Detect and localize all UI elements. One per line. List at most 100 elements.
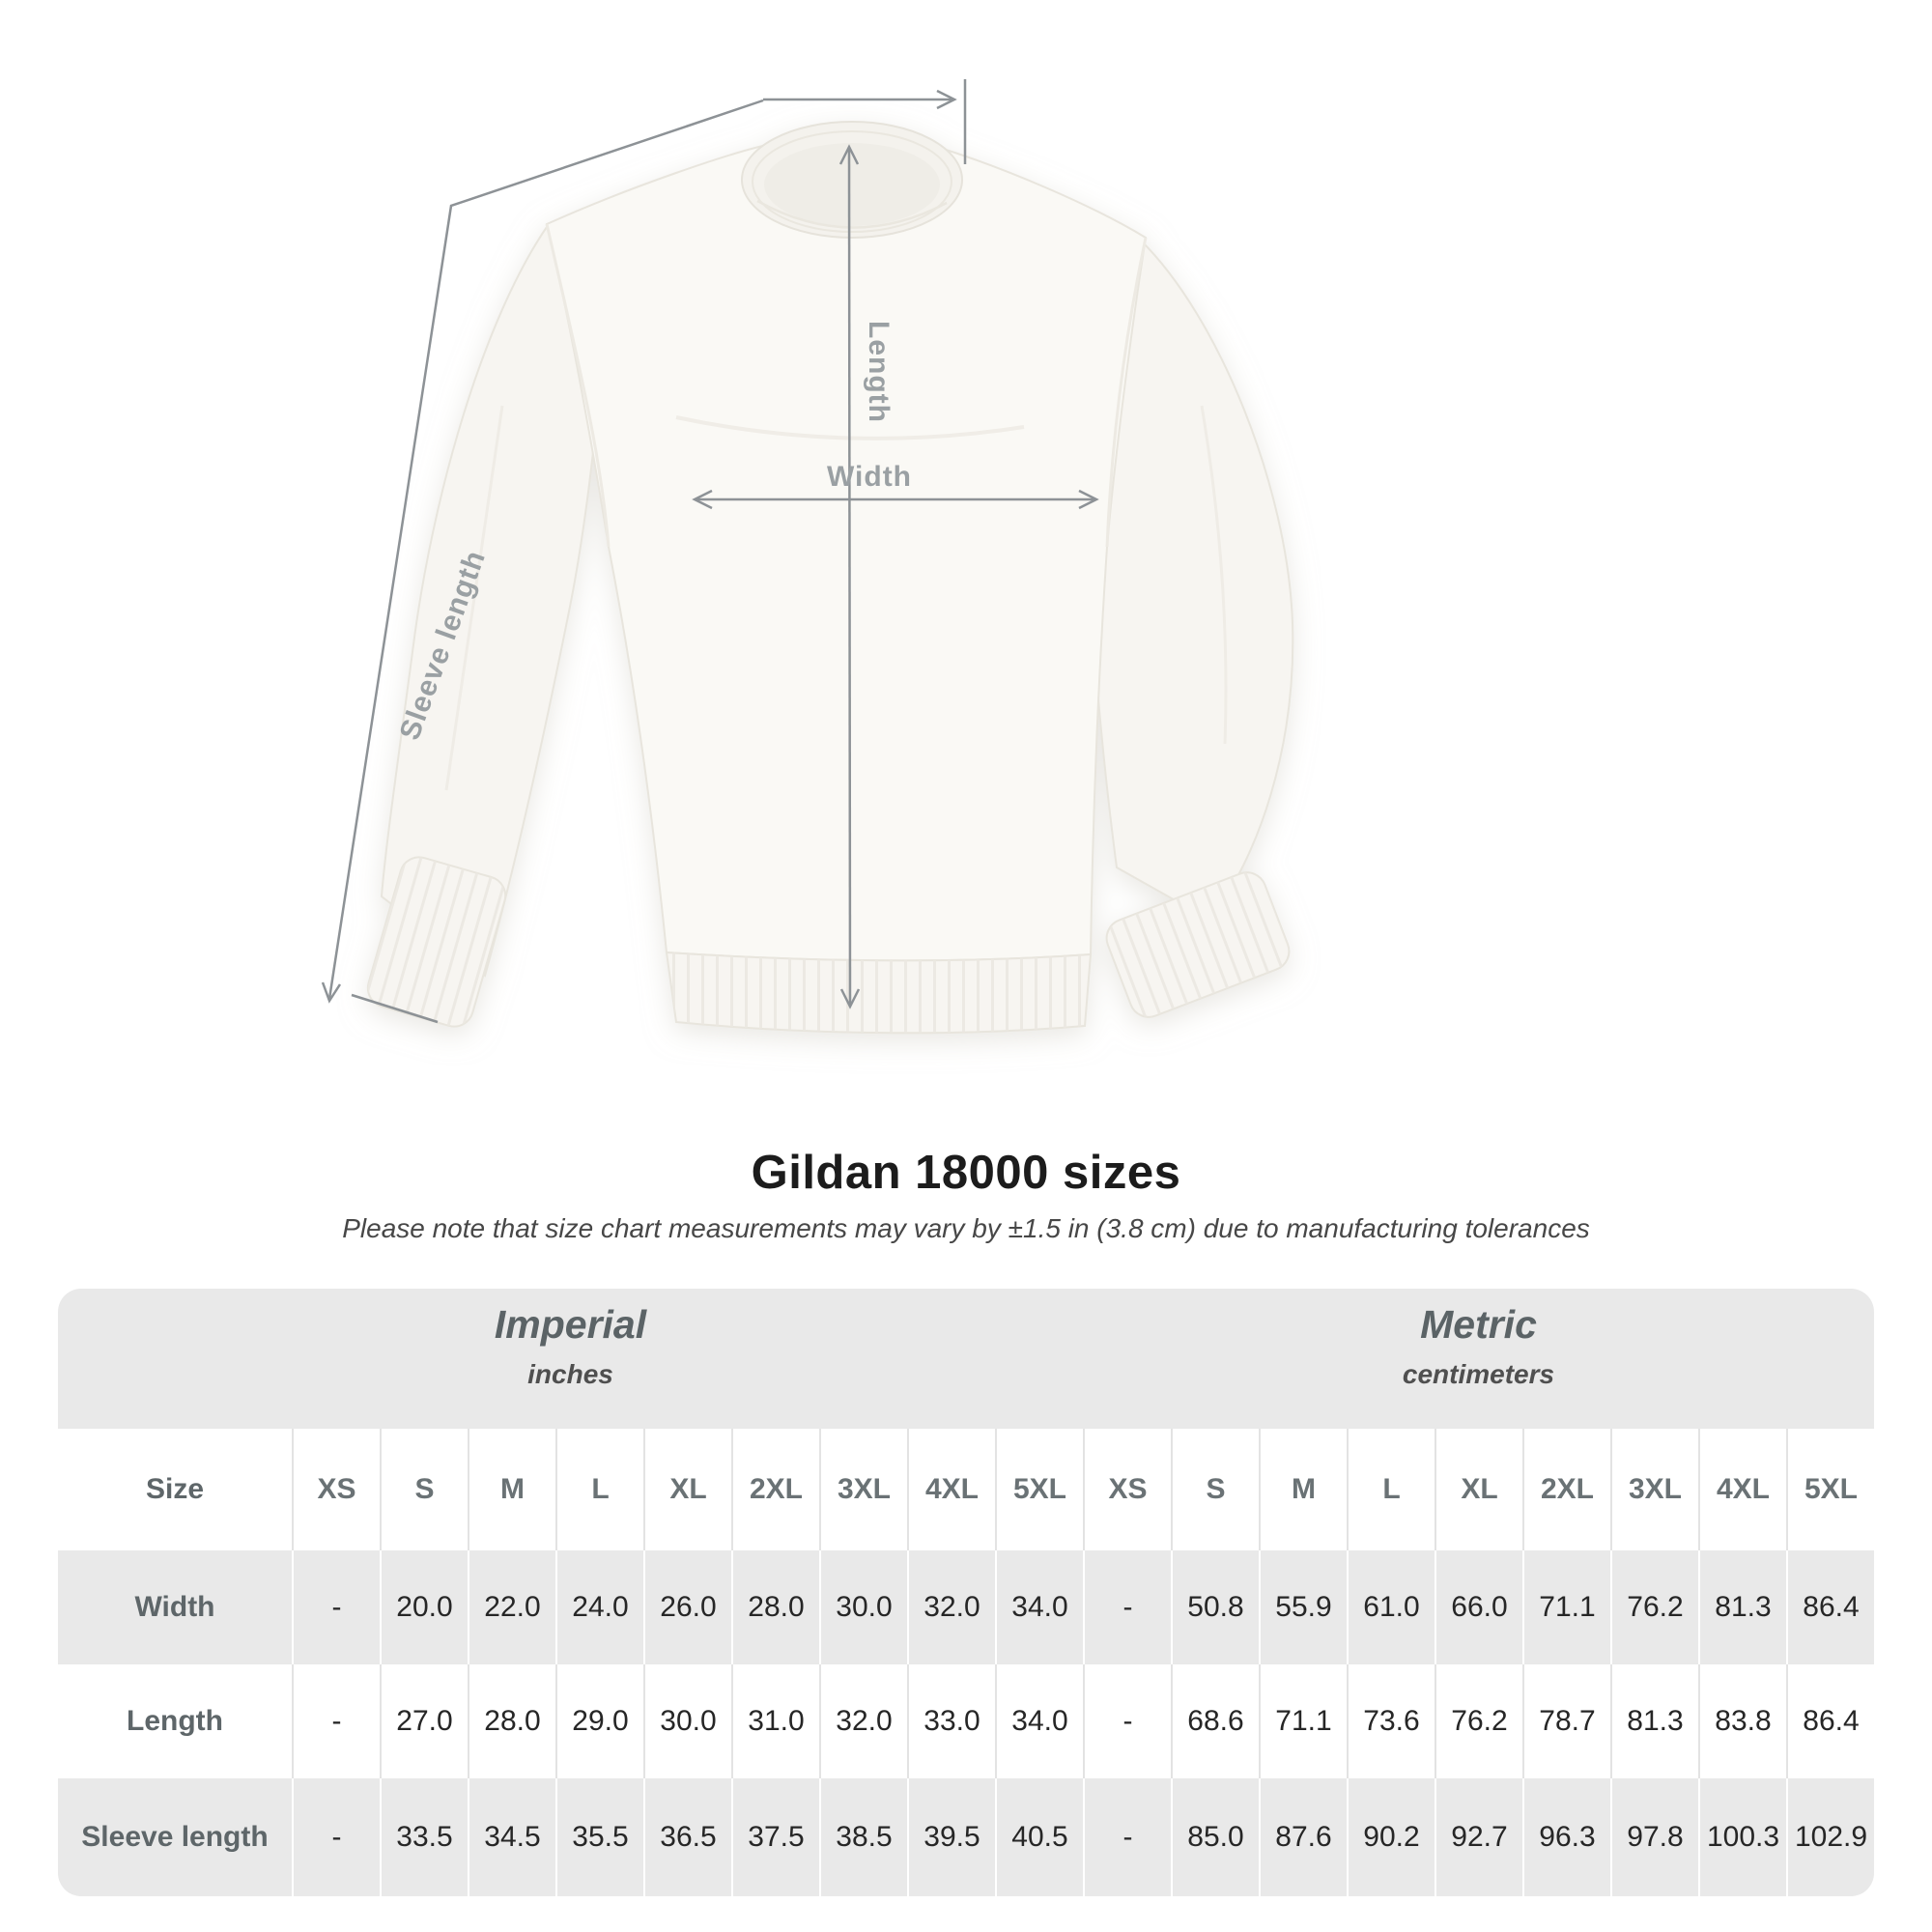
value-cell: 29.0 (555, 1664, 643, 1778)
length-line (847, 148, 852, 1006)
value-cell: 55.9 (1259, 1550, 1347, 1664)
value-cell: 50.8 (1171, 1550, 1259, 1664)
value-cell: 30.0 (643, 1664, 731, 1778)
value-cell: 97.8 (1610, 1778, 1698, 1896)
left-armhole-seam (545, 223, 611, 548)
size-col-header-imperial-2xl: 2XL (731, 1429, 819, 1550)
value-cell: 86.4 (1786, 1550, 1874, 1664)
size-col-header-imperial-5xl: 5XL (995, 1429, 1083, 1550)
width-arrow-right (1078, 489, 1099, 510)
value-cell: - (1083, 1550, 1171, 1664)
size-col-header-imperial-s: S (380, 1429, 468, 1550)
size-table-body: Width -20.0 22.0 24.0 26.0 28.0 30.0 32.0 34.0-5… (58, 1550, 1874, 1896)
value-cell: 30.0 (819, 1550, 907, 1664)
value-cell: 68.6 (1171, 1664, 1259, 1778)
value-cell: 28.0 (468, 1664, 555, 1778)
sleeve-tick (351, 993, 439, 1024)
value-cell: 76.2 (1610, 1550, 1698, 1664)
collar-seam (752, 130, 952, 233)
value-cell: 100.3 (1698, 1778, 1786, 1896)
size-col-header-metric-3xl: 3XL (1610, 1429, 1698, 1550)
tolerance-note: Please note that size chart measurements… (342, 1213, 1590, 1243)
value-cell: 37.5 (731, 1778, 819, 1896)
value-cell: 31.0 (731, 1664, 819, 1778)
size-header-row: Size XS S M L XL 2XL 3XL 4XL 5XL XS S M L XL 2XL 3XL 4XL… (58, 1429, 1874, 1550)
length-arrow-top (838, 144, 860, 165)
value-cell: 90.2 (1347, 1778, 1435, 1896)
sweatshirt-garment (366, 121, 1294, 1035)
value-cell: 40.5 (995, 1778, 1083, 1896)
value-cell: 102.9 (1786, 1778, 1874, 1896)
imperial-group-header: Imperial inches (58, 1289, 1083, 1429)
width-arrow-left (692, 489, 713, 510)
size-col-header-metric-xs: XS (1083, 1429, 1171, 1550)
right-cuff (1105, 871, 1291, 1018)
value-cell: 32.0 (907, 1550, 995, 1664)
left-sleeve-fold (444, 405, 504, 791)
size-col-header-metric-5xl: 5XL (1786, 1429, 1874, 1550)
value-cell: 81.3 (1698, 1550, 1786, 1664)
row-label: Length (58, 1664, 292, 1778)
waistband-rib (667, 952, 1091, 1034)
value-cell: 39.5 (907, 1778, 995, 1896)
top-guide-arrowhead (936, 89, 957, 110)
value-cell: 83.8 (1698, 1664, 1786, 1778)
value-cell: 73.6 (1347, 1664, 1435, 1778)
value-cell: 24.0 (555, 1550, 643, 1664)
measurement-row-width: Width -20.0 22.0 24.0 26.0 28.0 30.0 32.0 34.0-5… (58, 1550, 1874, 1664)
value-cell: 38.5 (819, 1778, 907, 1896)
value-cell: 35.5 (555, 1778, 643, 1896)
value-cell: 78.7 (1522, 1664, 1610, 1778)
sleeve-arrowhead (321, 981, 342, 1004)
imperial-group-unit: inches (527, 1359, 613, 1389)
metric-group-name: Metric (1420, 1302, 1537, 1347)
value-cell: 28.0 (731, 1550, 819, 1664)
size-col-header-metric-m: M (1259, 1429, 1347, 1550)
value-cell: 87.6 (1259, 1778, 1347, 1896)
size-col-header-metric-xl: XL (1435, 1429, 1522, 1550)
sleeve-line (327, 99, 764, 1000)
value-cell: 33.5 (380, 1778, 468, 1896)
value-cell: - (292, 1778, 380, 1896)
right-armhole-seam (1105, 237, 1148, 548)
value-cell: 66.0 (1435, 1550, 1522, 1664)
value-cell: 96.3 (1522, 1778, 1610, 1896)
width-label: Width (827, 461, 912, 493)
value-cell: - (292, 1550, 380, 1664)
value-cell: - (1083, 1778, 1171, 1896)
unit-group-row: Imperial inches Metric centimeters (58, 1289, 1874, 1429)
value-cell: 76.2 (1435, 1664, 1522, 1778)
row-label: Width (58, 1550, 292, 1664)
value-cell: 34.5 (468, 1778, 555, 1896)
value-cell: 36.5 (643, 1778, 731, 1896)
collar-inner (764, 143, 940, 226)
value-cell: 92.7 (1435, 1778, 1522, 1896)
size-chart-table-container: Imperial inches Metric centimeters Size … (58, 1289, 1874, 1896)
value-cell: - (292, 1664, 380, 1778)
value-cell: 71.1 (1522, 1550, 1610, 1664)
length-arrow-bottom (839, 988, 861, 1009)
value-cell: 81.3 (1610, 1664, 1698, 1778)
sweatshirt-measurement-diagram: Length Width Sleeve length (321, 79, 1294, 1035)
row-label: Sleeve length (58, 1778, 292, 1896)
size-col-header-imperial-3xl: 3XL (819, 1429, 907, 1550)
body-torso (545, 130, 1148, 962)
measurement-row-sleeve-length: Sleeve length -33.5 34.5 35.5 36.5 37.5 38.5 39… (58, 1778, 1874, 1896)
measurement-row-length: Length -27.0 28.0 29.0 30.0 31.0 32.0 33.0 34.0-… (58, 1664, 1874, 1778)
value-cell: 85.0 (1171, 1778, 1259, 1896)
page-title: Gildan 18000 sizes (751, 1147, 1181, 1199)
size-col-header-metric-s: S (1171, 1429, 1259, 1550)
value-cell: 34.0 (995, 1550, 1083, 1664)
measurement-lines (321, 79, 1099, 1024)
size-col-header-metric-2xl: 2XL (1522, 1429, 1610, 1550)
value-cell: 33.0 (907, 1664, 995, 1778)
right-sleeve-fold (1200, 405, 1228, 745)
size-col-header-imperial-m: M (468, 1429, 555, 1550)
length-label: Length (863, 321, 895, 423)
value-cell: 22.0 (468, 1550, 555, 1664)
sweatshirt-illustration: Length Width Sleeve length (321, 79, 1294, 1035)
value-cell: 34.0 (995, 1664, 1083, 1778)
size-corner-header: Size (58, 1429, 292, 1550)
size-col-header-imperial-xs: XS (292, 1429, 380, 1550)
value-cell: 71.1 (1259, 1664, 1347, 1778)
